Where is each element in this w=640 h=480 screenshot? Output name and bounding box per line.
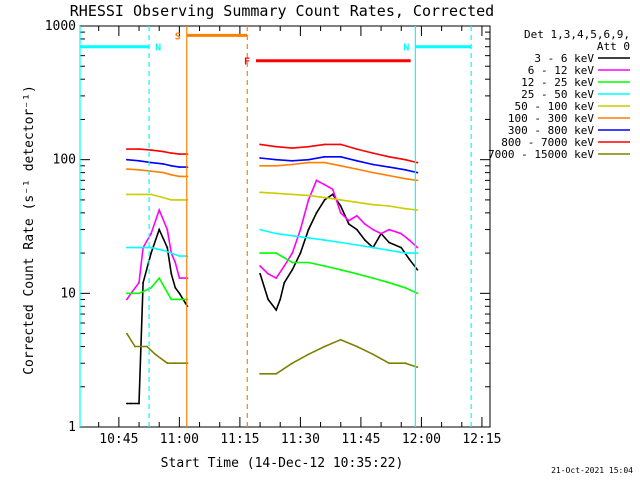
y-axis-label: Corrected Count Rate (s⁻¹ detector⁻¹) — [22, 85, 37, 375]
series-7 — [126, 143, 419, 164]
y-tick-label: 10 — [60, 286, 76, 301]
x-tick-label: 12:00 — [402, 432, 441, 447]
series-line — [260, 161, 418, 182]
timestamp-stamp: 21-Oct-2021 15:04 — [551, 466, 633, 475]
legend-header-line-1: Det 1,3,4,5,6,9, — [524, 28, 630, 41]
x-tick-label: 11:45 — [341, 432, 380, 447]
series-line — [259, 193, 419, 312]
legend-label: 7000 - 15000 keV — [488, 148, 594, 161]
annotation-label-N: N — [403, 43, 409, 54]
series-line — [126, 168, 188, 178]
series-line — [259, 143, 418, 164]
series-line — [126, 276, 188, 301]
series-line — [126, 148, 188, 155]
legend-label: 25 - 50 keV — [521, 88, 594, 101]
x-tick-label: 11:15 — [220, 432, 259, 447]
series-8 — [126, 332, 419, 375]
annotation-label-N: N — [155, 43, 161, 54]
series-6 — [126, 155, 419, 174]
legend-label: 3 - 6 keV — [534, 52, 594, 65]
x-tick-label: 12:15 — [462, 432, 501, 447]
series-line — [260, 252, 418, 295]
series-line — [259, 179, 418, 280]
series-line — [126, 207, 188, 300]
x-tick-label: 10:45 — [99, 432, 138, 447]
x-axis-label: Start Time (14-Dec-12 10:35:22) — [161, 456, 404, 471]
series-2 — [126, 252, 419, 301]
legend-header-line-2: Att 0 — [597, 40, 630, 53]
y-tick-label: 1 — [68, 420, 76, 435]
legend-label: 100 - 300 keV — [508, 112, 594, 125]
series-line — [126, 193, 188, 201]
x-tick-label: 11:30 — [281, 432, 320, 447]
series-5 — [126, 161, 419, 182]
legend-label: 800 - 7000 keV — [501, 136, 594, 149]
plot-area: 1 10 100 1000 10:45 11:00 11:15 11:30 11:45 12:00… — [45, 19, 502, 447]
legend-label: 300 - 800 keV — [508, 124, 594, 137]
annotation-label-S: S — [175, 31, 181, 42]
series-line — [126, 246, 188, 257]
y-tick-label: 1000 — [45, 19, 76, 34]
series-line — [260, 191, 418, 211]
series-1 — [126, 179, 419, 301]
series-3 — [126, 228, 419, 257]
chart-title: RHESSI Observing Summary Count Rates, Co… — [70, 2, 494, 20]
series-4 — [126, 191, 419, 211]
legend-label: 50 - 100 keV — [515, 100, 595, 113]
series-line — [259, 228, 418, 254]
series-line — [126, 158, 188, 168]
x-tick-label: 11:00 — [160, 432, 199, 447]
plot-frame — [79, 25, 491, 428]
series-line — [260, 338, 418, 375]
annotation-label-F: F — [244, 57, 250, 68]
series-line — [126, 227, 189, 405]
series-0 — [126, 193, 419, 405]
legend-label: 6 - 12 keV — [528, 64, 595, 77]
series-line — [126, 333, 188, 365]
y-tick-label: 100 — [53, 153, 76, 168]
legend-label: 12 - 25 keV — [521, 76, 594, 89]
series-line — [260, 156, 418, 174]
